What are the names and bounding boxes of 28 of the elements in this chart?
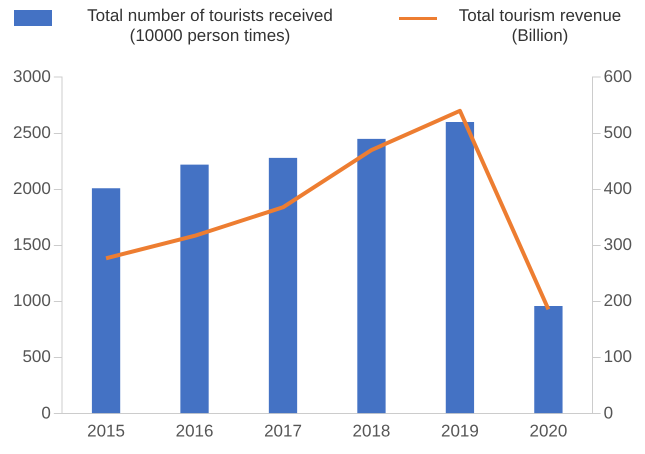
bar bbox=[357, 138, 386, 414]
x-tick-label: 2018 bbox=[352, 421, 390, 440]
bar bbox=[534, 306, 563, 414]
y-tick-label: 500 bbox=[22, 347, 51, 366]
bar bbox=[180, 164, 209, 414]
legend-label: Total number of tourists received (10000 person times) bbox=[86, 6, 334, 46]
y-tick-label: 2500 bbox=[12, 122, 51, 142]
x-tick-label: 2016 bbox=[176, 421, 214, 440]
y-tick-label: 1500 bbox=[12, 235, 51, 254]
bar bbox=[92, 188, 120, 414]
x-tick-label: 2019 bbox=[441, 421, 479, 440]
y2-tick-label: 200 bbox=[604, 291, 632, 310]
y2-tick-label: 400 bbox=[604, 179, 632, 198]
x-tick-label: 2020 bbox=[529, 421, 568, 440]
bar bbox=[268, 158, 298, 414]
y2-tick-label: 300 bbox=[604, 235, 632, 254]
y2-tick-label: 100 bbox=[604, 347, 632, 366]
y-tick-label: 1000 bbox=[12, 291, 51, 310]
y2-tick-label: 0 bbox=[604, 403, 614, 422]
y-tick-label: 0 bbox=[41, 403, 51, 422]
y2-tick-label: 500 bbox=[604, 122, 632, 142]
x-tick-label: 2017 bbox=[264, 421, 302, 440]
y-tick-label: 2000 bbox=[12, 179, 51, 198]
y-tick-label: 3000 bbox=[12, 66, 51, 86]
bar bbox=[446, 122, 474, 414]
legend-label: Total tourism revenue (Billion) bbox=[458, 6, 622, 46]
y2-tick-label: 600 bbox=[604, 66, 632, 86]
x-tick-label: 2015 bbox=[87, 421, 125, 440]
